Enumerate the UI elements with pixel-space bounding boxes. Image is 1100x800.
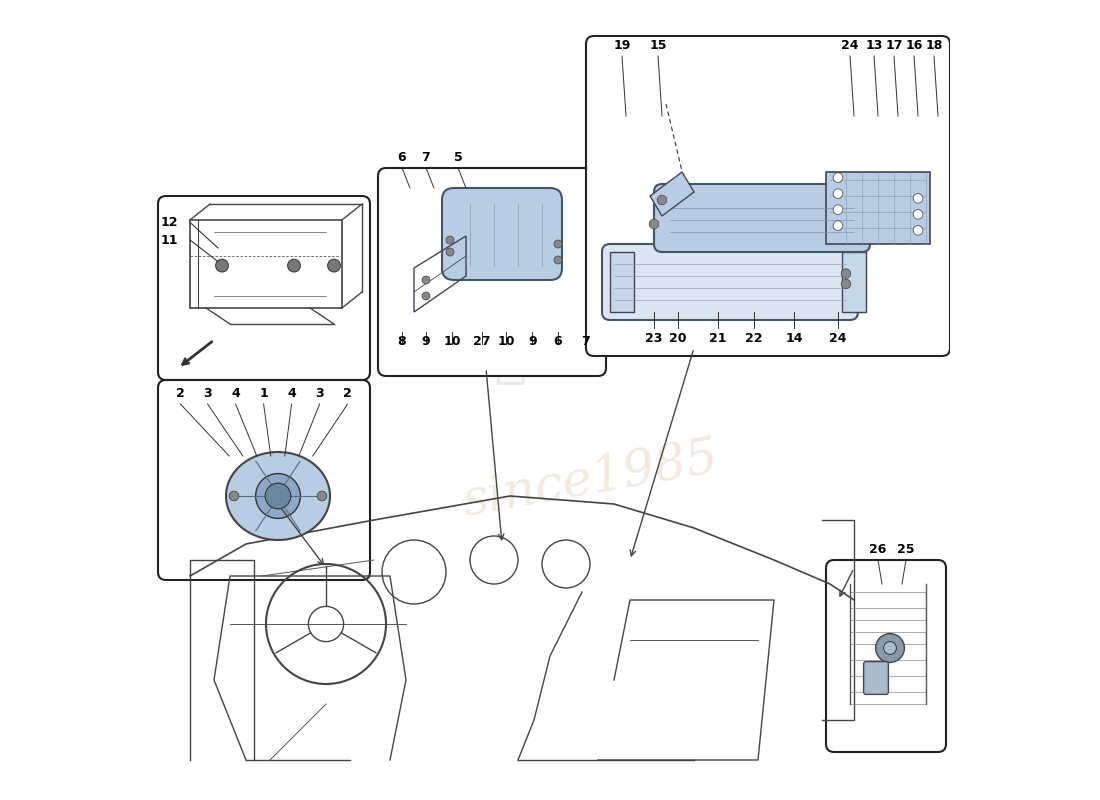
Circle shape [216,259,229,272]
Circle shape [913,210,923,219]
Text: 19: 19 [614,39,630,52]
Circle shape [883,642,896,654]
Circle shape [328,259,340,272]
Text: 26: 26 [869,543,887,556]
FancyBboxPatch shape [864,662,889,694]
Circle shape [913,226,923,235]
Text: 25: 25 [898,543,915,556]
Text: 18: 18 [925,39,943,52]
FancyBboxPatch shape [158,196,370,380]
Text: 12: 12 [161,216,178,229]
Polygon shape [842,252,866,312]
Text: 2: 2 [343,387,352,400]
Text: 10: 10 [497,335,515,348]
Text: 14: 14 [785,332,803,345]
Text: 13: 13 [866,39,882,52]
Circle shape [317,491,327,501]
Circle shape [229,491,239,501]
Circle shape [842,269,850,278]
Text: 22: 22 [746,332,762,345]
FancyBboxPatch shape [826,560,946,752]
Text: 15: 15 [649,39,667,52]
Ellipse shape [226,452,330,540]
Text: 10: 10 [443,335,461,348]
Circle shape [657,195,667,205]
Circle shape [255,474,300,518]
Circle shape [842,279,850,289]
Text: 6: 6 [553,335,562,348]
Circle shape [446,236,454,244]
Text: since1985: since1985 [459,433,722,527]
Text: 20: 20 [669,332,686,345]
Text: 4: 4 [231,387,240,400]
Circle shape [833,189,843,198]
Text: 5: 5 [453,151,462,164]
Text: 2: 2 [176,387,185,400]
Polygon shape [610,252,634,312]
Text: 23: 23 [646,332,662,345]
Circle shape [422,276,430,284]
Text: 17: 17 [886,39,903,52]
Circle shape [833,173,843,182]
Text: 11: 11 [161,234,178,246]
Circle shape [422,292,430,300]
FancyBboxPatch shape [654,184,870,252]
Text: 1: 1 [260,387,268,400]
Circle shape [287,259,300,272]
Circle shape [913,194,923,203]
Polygon shape [826,172,930,244]
Text: 27: 27 [473,335,491,348]
Circle shape [649,219,659,229]
FancyBboxPatch shape [442,188,562,280]
Text: 9: 9 [421,335,430,348]
Text: 3: 3 [204,387,212,400]
Circle shape [833,205,843,214]
Polygon shape [650,172,694,216]
Text: 24: 24 [829,332,847,345]
FancyBboxPatch shape [158,380,370,580]
Text: 16: 16 [905,39,923,52]
Circle shape [554,256,562,264]
FancyBboxPatch shape [586,36,950,356]
Circle shape [265,483,290,509]
Text: 🐴: 🐴 [494,333,527,387]
Text: 7: 7 [421,151,430,164]
FancyBboxPatch shape [602,244,858,320]
Text: 21: 21 [710,332,727,345]
Text: 4: 4 [287,387,296,400]
Circle shape [833,221,843,230]
Text: 9: 9 [528,335,537,348]
Text: 3: 3 [316,387,323,400]
FancyBboxPatch shape [378,168,606,376]
Circle shape [554,240,562,248]
Text: 24: 24 [842,39,859,52]
Circle shape [446,248,454,256]
Text: 8: 8 [398,335,406,348]
Text: 6: 6 [398,151,406,164]
Text: 7: 7 [582,335,591,348]
Circle shape [876,634,904,662]
